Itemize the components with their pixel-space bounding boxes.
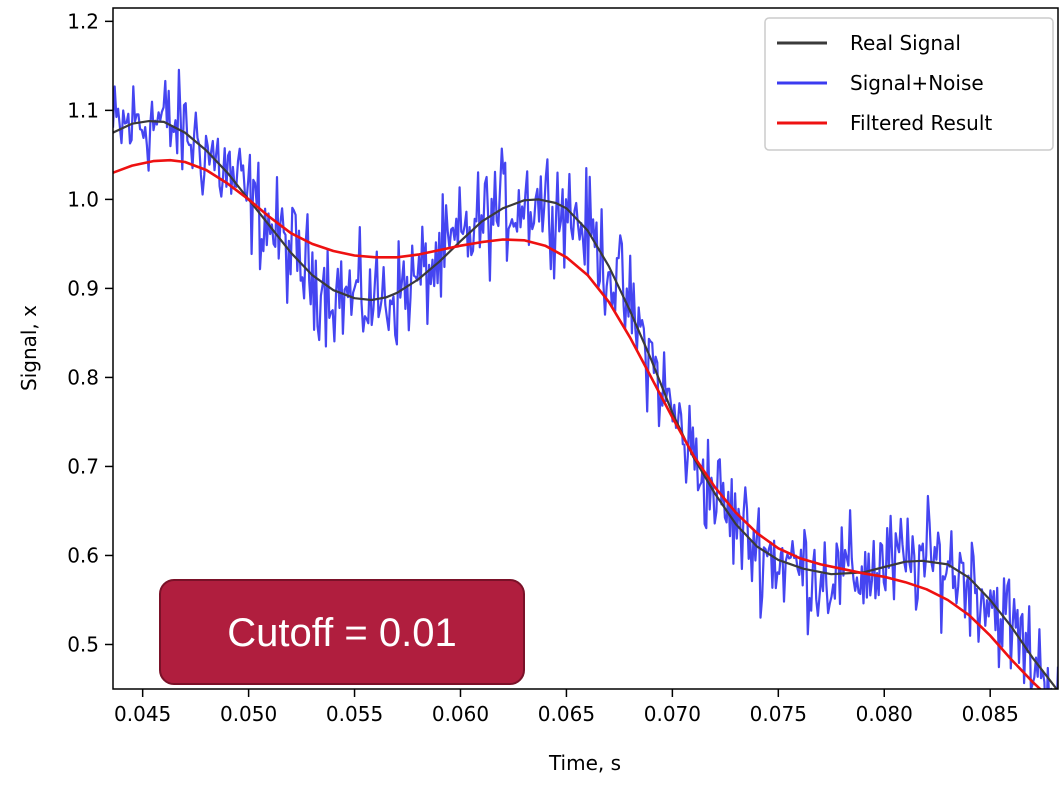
legend-label-signal-noise: Signal+Noise — [850, 71, 984, 95]
cutoff-callout: Cutoff = 0.01 — [159, 579, 525, 685]
x-tick-label: 0.085 — [962, 702, 1019, 726]
signal-noise-line — [113, 68, 1058, 689]
y-tick-label: 0.7 — [67, 454, 99, 478]
x-tick-label: 0.055 — [326, 702, 383, 726]
x-axis-label: Time, s — [548, 751, 621, 775]
legend: Real Signal Signal+Noise Filtered Result — [764, 17, 1054, 151]
filtered-result-line — [113, 158, 1042, 689]
legend-box — [764, 17, 1054, 151]
x-axis-ticks: 0.045 0.050 0.055 0.060 0.065 0.070 0.075 0.080… — [114, 689, 1019, 726]
x-tick-label: 0.065 — [538, 702, 595, 726]
x-tick-label: 0.045 — [114, 702, 171, 726]
y-tick-label: 0.6 — [67, 543, 99, 567]
legend-label-filtered-result: Filtered Result — [850, 111, 992, 135]
y-tick-label: 0.9 — [67, 276, 99, 300]
y-tick-label: 0.5 — [67, 632, 99, 656]
y-axis-label: Signal, x — [17, 305, 41, 391]
y-axis-ticks: 0.5 0.6 0.7 0.8 0.9 1.0 1.1 1.2 — [67, 9, 113, 656]
x-tick-label: 0.050 — [220, 702, 277, 726]
y-tick-label: 1.0 — [67, 187, 99, 211]
plot-frame — [112, 7, 1059, 690]
legend-label-real-signal: Real Signal — [850, 31, 961, 55]
real-signal-line — [113, 119, 1058, 689]
cutoff-callout-box — [159, 579, 525, 685]
cutoff-callout-text: Cutoff = 0.01 — [227, 611, 456, 655]
series-layer — [113, 68, 1058, 689]
x-tick-label: 0.080 — [856, 702, 913, 726]
y-tick-label: 1.2 — [67, 9, 99, 33]
x-tick-label: 0.070 — [644, 702, 701, 726]
y-tick-label: 1.1 — [67, 98, 99, 122]
x-tick-label: 0.060 — [432, 702, 489, 726]
y-tick-label: 0.8 — [67, 365, 99, 389]
x-tick-label: 0.075 — [750, 702, 807, 726]
